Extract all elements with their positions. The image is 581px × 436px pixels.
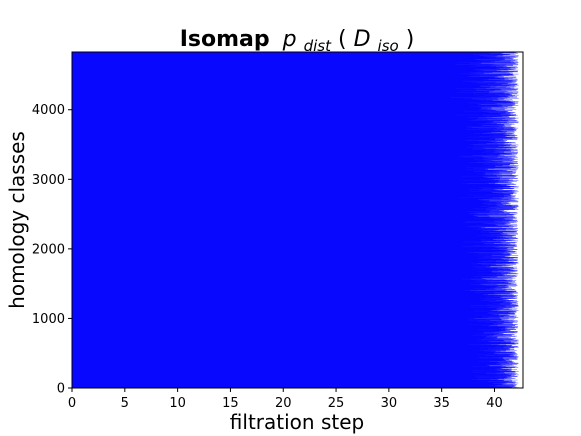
chart-title-func: p bbox=[282, 27, 297, 52]
y-tick-label: 3000 bbox=[32, 173, 65, 188]
x-tick-label: 5 bbox=[121, 396, 129, 411]
x-tick-label: 25 bbox=[328, 396, 345, 411]
x-tick-label: 20 bbox=[275, 396, 292, 411]
y-axis-ticks: 0 1000 2000 3000 4000 bbox=[32, 103, 72, 397]
x-tick-label: 30 bbox=[381, 396, 398, 411]
chart-title: Isomap p dist ( D iso ) bbox=[180, 27, 415, 57]
chart-title-arg-sub: iso bbox=[378, 37, 399, 55]
y-tick-label: 1000 bbox=[32, 312, 65, 327]
y-axis-label: homology classes bbox=[5, 131, 29, 309]
x-axis-label: filtration step bbox=[230, 410, 364, 434]
x-tick-label: 10 bbox=[169, 396, 186, 411]
x-tick-label: 15 bbox=[222, 396, 239, 411]
barcode-bars bbox=[72, 51, 519, 389]
chart-title-arg: D bbox=[354, 27, 371, 52]
y-tick-label: 4000 bbox=[32, 103, 65, 118]
x-tick-label: 40 bbox=[486, 396, 503, 411]
plot-frame bbox=[71, 51, 524, 389]
x-tick-label: 0 bbox=[68, 396, 76, 411]
x-tick-label: 35 bbox=[433, 396, 450, 411]
chart-title-bold: Isomap bbox=[180, 27, 270, 52]
chart-title-func-sub: dist bbox=[304, 37, 333, 55]
y-tick-label: 0 bbox=[57, 382, 65, 397]
x-axis-ticks: 0 5 10 15 20 25 30 35 40 bbox=[68, 388, 503, 411]
y-tick-label: 2000 bbox=[32, 242, 65, 257]
